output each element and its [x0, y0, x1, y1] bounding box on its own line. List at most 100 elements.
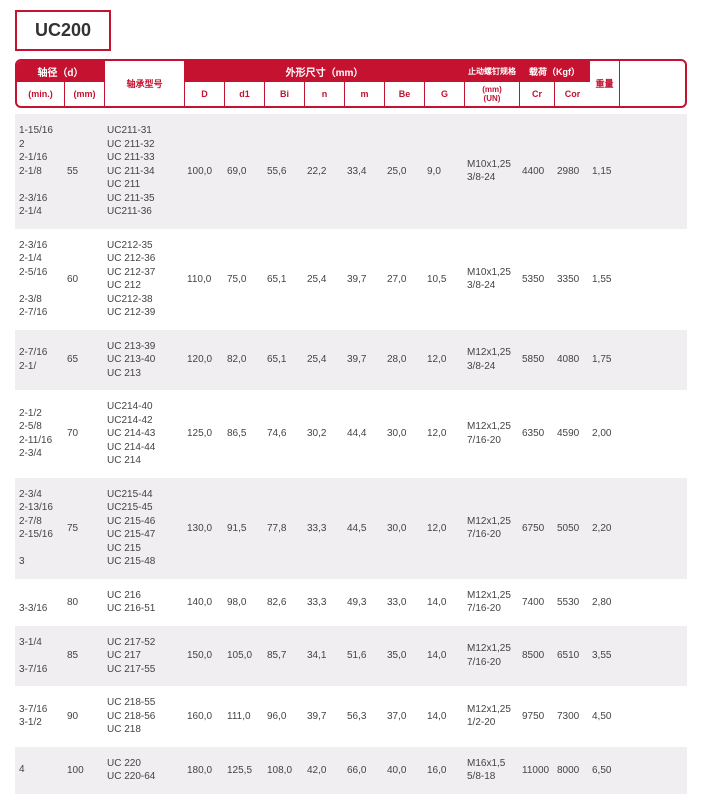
cell: 5350 [518, 237, 553, 322]
cell: 2,00 [588, 398, 618, 470]
cell: 44,4 [343, 398, 383, 470]
cell: 100 [63, 755, 103, 786]
cell: 140,0 [183, 587, 223, 618]
cell: 120,0 [183, 338, 223, 383]
cell: M16x1,5 5/8-18 [463, 755, 518, 786]
cell: 130,0 [183, 486, 223, 571]
cell: 30,2 [303, 398, 343, 470]
table-row: 3-1/4 3-7/1685UC 217-52 UC 217 UC 217-55… [15, 626, 687, 687]
cell: 5050 [553, 486, 588, 571]
table-row: 2-1/2 2-5/8 2-11/16 2-3/470UC214-40 UC21… [15, 390, 687, 478]
cell: UC214-40 UC214-42 UC 214-43 UC 214-44 UC… [103, 398, 183, 470]
cell: 2-3/16 2-1/4 2-5/16 2-3/8 2-7/16 [15, 237, 63, 322]
cell: 98,0 [223, 587, 263, 618]
cell: UC 213-39 UC 213-40 UC 213 [103, 338, 183, 383]
cell: 8000 [553, 755, 588, 786]
cell: 125,0 [183, 398, 223, 470]
cell: 6350 [518, 398, 553, 470]
cell: 150,0 [183, 634, 223, 679]
cell: 100,0 [183, 122, 223, 221]
cell: UC 217-52 UC 217 UC 217-55 [103, 634, 183, 679]
cell: 40,0 [383, 755, 423, 786]
cell: 12,0 [423, 338, 463, 383]
table-row: 1-15/16 2 2-1/16 2-1/8 2-3/16 2-1/455UC2… [15, 114, 687, 229]
cell: 55 [63, 122, 103, 221]
cell: 3-3/16 [15, 587, 63, 618]
table-row: 3-7/16 3-1/290UC 218-55 UC 218-56 UC 218… [15, 686, 687, 747]
cell: 7300 [553, 694, 588, 739]
cell: 60 [63, 237, 103, 322]
cell: 33,4 [343, 122, 383, 221]
cell: 9,0 [423, 122, 463, 221]
cell: UC211-31 UC 211-32 UC 211-33 UC 211-34 U… [103, 122, 183, 221]
cell: 105,0 [223, 634, 263, 679]
hdr-d1: d1 [225, 82, 265, 106]
hdr-n: n [305, 82, 345, 106]
cell: 28,0 [383, 338, 423, 383]
cell: 16,0 [423, 755, 463, 786]
cell: 90 [63, 694, 103, 739]
cell: 74,6 [263, 398, 303, 470]
cell: 25,0 [383, 122, 423, 221]
cell: 8500 [518, 634, 553, 679]
cell: 4 [15, 755, 63, 786]
cell: UC 220 UC 220-64 [103, 755, 183, 786]
cell: 66,0 [343, 755, 383, 786]
hdr-load: 载荷（Kgf） [520, 61, 590, 82]
cell: 12,0 [423, 398, 463, 470]
table-row: 2-3/4 2-13/16 2-7/8 2-15/16 375UC215-44 … [15, 478, 687, 579]
cell: 42,0 [303, 755, 343, 786]
table-row: 2-7/16 2-1/65UC 213-39 UC 213-40 UC 2131… [15, 330, 687, 391]
cell: 111,0 [223, 694, 263, 739]
hdr-shaft-dia: 轴径（d） [17, 61, 105, 82]
cell: 160,0 [183, 694, 223, 739]
cell: 110,0 [183, 237, 223, 322]
cell: 2-7/16 2-1/ [15, 338, 63, 383]
hdr-mm: (mm) [65, 82, 105, 106]
cell: 91,5 [223, 486, 263, 571]
cell: 34,1 [303, 634, 343, 679]
hdr-D: D [185, 82, 225, 106]
hdr-screw: 止动螺钉规格 [465, 61, 520, 82]
cell: 5850 [518, 338, 553, 383]
cell: 7400 [518, 587, 553, 618]
table-body: 1-15/16 2 2-1/16 2-1/8 2-3/16 2-1/455UC2… [15, 114, 687, 794]
cell: 49,3 [343, 587, 383, 618]
cell: 2-3/4 2-13/16 2-7/8 2-15/16 3 [15, 486, 63, 571]
cell: UC 218-55 UC 218-56 UC 218 [103, 694, 183, 739]
cell: 56,3 [343, 694, 383, 739]
cell: 25,4 [303, 338, 343, 383]
cell: 5530 [553, 587, 588, 618]
cell: 35,0 [383, 634, 423, 679]
page-title: UC200 [15, 10, 111, 51]
cell: 39,7 [343, 237, 383, 322]
cell: 77,8 [263, 486, 303, 571]
cell: 37,0 [383, 694, 423, 739]
cell: 39,7 [303, 694, 343, 739]
cell: 85 [63, 634, 103, 679]
cell: 6,50 [588, 755, 618, 786]
cell: 4590 [553, 398, 588, 470]
cell: 11000 [518, 755, 553, 786]
cell: 82,6 [263, 587, 303, 618]
cell: 75 [63, 486, 103, 571]
cell: 33,3 [303, 486, 343, 571]
cell: M12x1,25 7/16-20 [463, 398, 518, 470]
cell: M12x1,25 1/2-20 [463, 694, 518, 739]
cell: 69,0 [223, 122, 263, 221]
cell: 27,0 [383, 237, 423, 322]
cell: UC215-44 UC215-45 UC 215-46 UC 215-47 UC… [103, 486, 183, 571]
cell: 65,1 [263, 338, 303, 383]
cell: 51,6 [343, 634, 383, 679]
cell: 14,0 [423, 634, 463, 679]
cell: 14,0 [423, 587, 463, 618]
cell: 2980 [553, 122, 588, 221]
cell: 39,7 [343, 338, 383, 383]
cell: M10x1,25 3/8-24 [463, 237, 518, 322]
cell: 4,50 [588, 694, 618, 739]
cell: 82,0 [223, 338, 263, 383]
cell: 80 [63, 587, 103, 618]
table-header: 轴径（d） 轴承型号 外形尺寸（mm） 止动螺钉规格 载荷（Kgf） 重量 (m… [15, 59, 687, 108]
cell: 108,0 [263, 755, 303, 786]
cell: 180,0 [183, 755, 223, 786]
